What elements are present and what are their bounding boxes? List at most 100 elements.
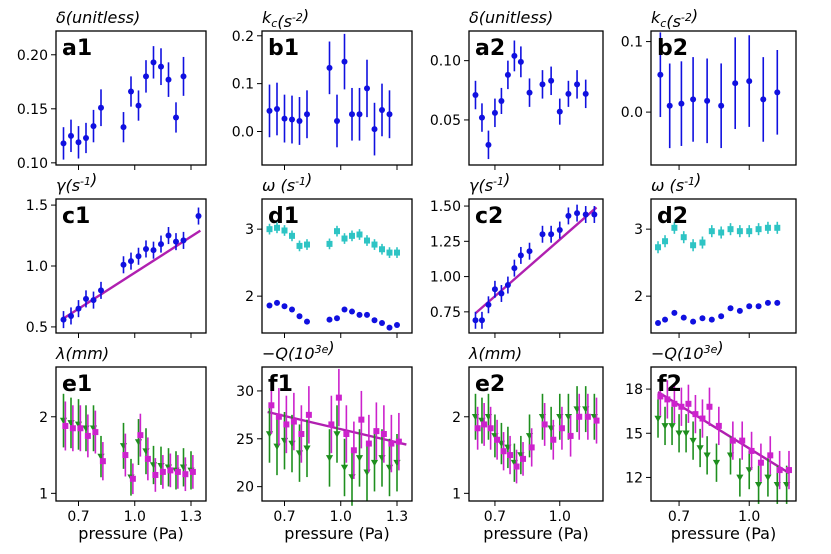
data-point [520,455,527,462]
series-ω1 [266,222,400,258]
data-point [122,452,129,459]
panel-label: c1 [62,204,90,229]
data-point [189,468,196,475]
data-point [75,139,82,146]
data-point [364,311,370,318]
x-tick-label: 1.3 [386,509,408,525]
data-point [668,423,676,430]
data-point [517,58,524,65]
data-point [281,303,288,310]
data-point [513,463,520,470]
data-point [75,305,82,312]
data-point [68,132,74,139]
y-tick-label: 0.20 [17,48,48,64]
y-tick-label: 0.15 [17,102,48,118]
data-point [675,430,683,437]
data-point [487,425,494,432]
panel-c2: γ(s-1) 0.75 1.00 1.25 1.50 c2 [430,170,604,338]
x-tick-label: 0.7 [273,509,295,525]
plot-frame [468,30,604,166]
data-point [356,231,363,238]
data-point [326,64,333,71]
y-tick-label: 0.10 [17,156,48,172]
data-point [99,458,106,465]
data-point [548,77,555,84]
data-point [685,400,692,407]
data-point [472,317,479,324]
data-point [349,308,355,315]
data-point [689,437,697,445]
data-point [283,421,290,428]
data-point [690,318,697,325]
plot-frame [55,366,207,502]
data-point [144,455,151,462]
series-δ [60,46,187,160]
data-point [708,228,715,235]
panel-title: δ(unitless) [469,8,553,27]
data-point [541,421,548,428]
data-point [371,126,378,133]
data-point [662,238,669,245]
data-point [334,315,340,322]
data-point [158,241,164,248]
panel-title: λ(mm) [55,344,109,363]
data-point [165,76,172,83]
data-point [472,92,479,99]
data-point [565,90,572,97]
data-point [662,316,669,323]
data-point [143,73,149,80]
data-point [757,459,764,466]
data-point [785,467,792,474]
panel-title: −Q(103e) [651,338,724,363]
y-tick-label: 1 [39,486,48,502]
y-tick-label: 1.0 [26,259,48,275]
panel-b2: kc(s-2) 0.0 0.1 b2 [621,6,797,170]
plot-frame [468,198,604,334]
data-point [174,468,181,475]
series-γ [60,207,202,329]
data-point [268,402,275,409]
data-point [498,97,505,104]
x-tick-label: 1.0 [549,509,571,525]
data-point [746,228,753,235]
panel-c1: γ(s-1) 0.5 1.0 1.5 c1 [26,170,207,338]
data-point [661,423,669,430]
data-point [657,393,664,400]
y-tick-label: 1 [452,486,461,502]
y-tick-label: 0.2 [232,29,254,45]
y-tick-label: 0.1 [232,77,254,93]
data-point [548,231,555,238]
data-point [671,224,678,231]
data-point [349,111,355,118]
data-point [274,106,280,113]
data-point [386,324,393,331]
panel-title: kc(s-2) [262,6,309,31]
data-point [84,432,91,439]
data-point [373,428,380,435]
data-point [748,447,755,454]
data-point [690,96,697,103]
data-point [304,111,310,118]
data-point [303,445,311,452]
data-point [343,431,350,437]
data-point [680,234,687,241]
data-point [718,229,725,236]
y-tick-label: 15 [625,426,643,442]
y-tick-label: 0.1 [621,35,643,51]
data-point [274,224,280,231]
data-point [582,211,589,218]
data-point [696,445,704,452]
data-point [394,321,400,328]
data-point [680,314,687,321]
y-tick-label: 2 [452,410,461,426]
data-point [481,421,488,428]
data-point [370,459,379,467]
data-point [281,115,288,122]
data-point [678,100,685,107]
data-point [755,226,762,233]
plot-frame [650,198,797,334]
data-point [173,114,179,121]
data-point [504,71,511,78]
data-point [565,212,572,219]
x-axis-label: pressure (Pa) [483,524,588,543]
